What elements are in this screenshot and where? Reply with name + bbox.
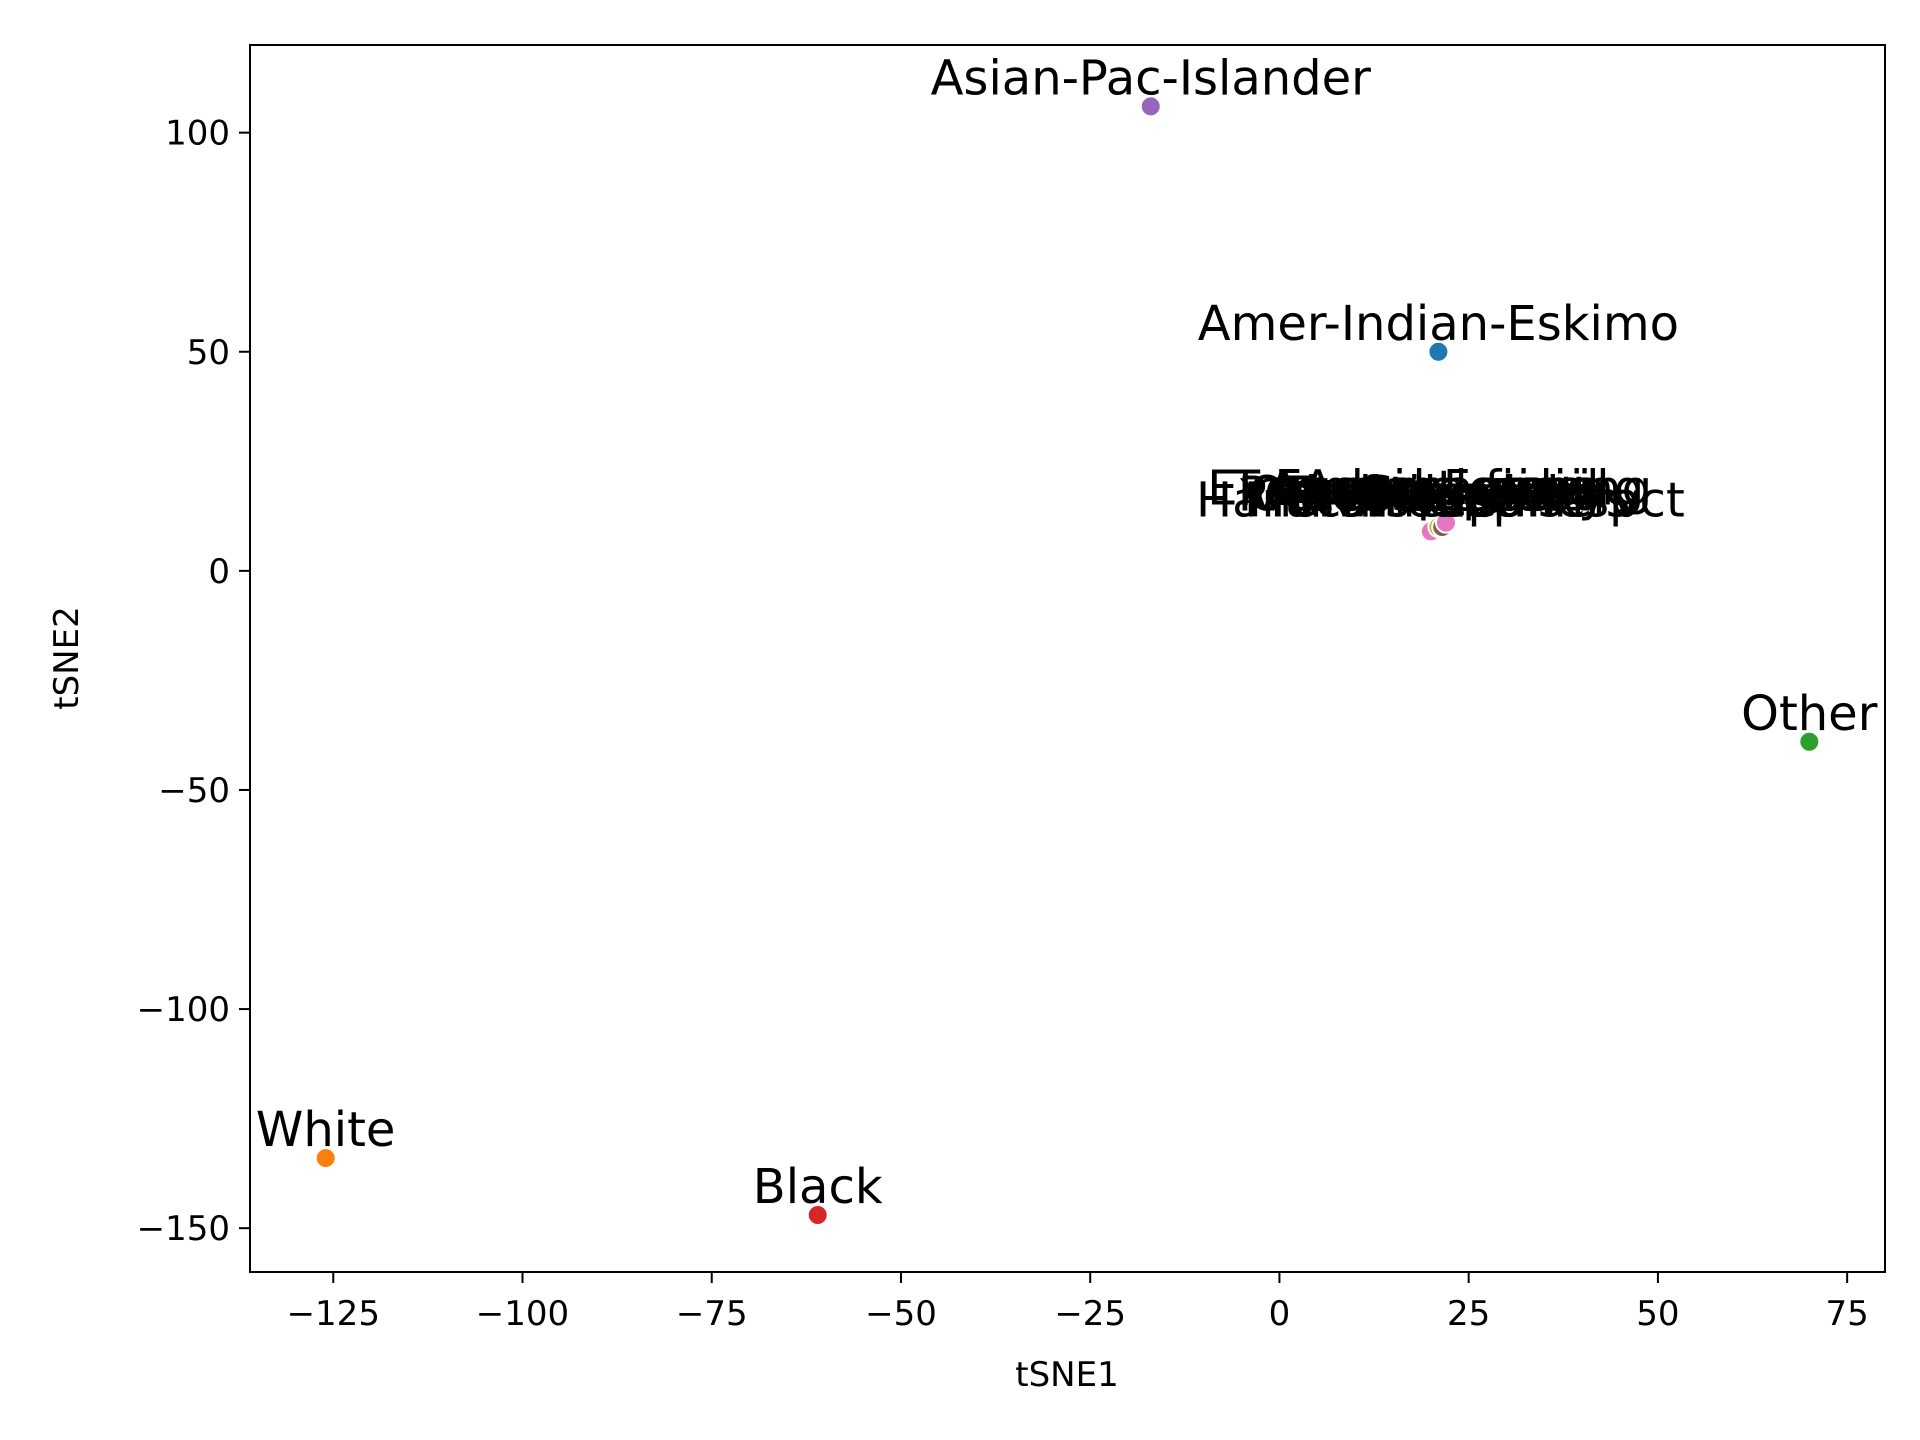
cluster-label: Craft-repair — [1284, 473, 1560, 529]
axis-ticks: −125 −100 −75 −50 −25 0 25 50 75 −150 −100 −50 0 50 10… — [137, 114, 1869, 1334]
x-tick-label: 25 — [1447, 1294, 1490, 1334]
data-point — [314, 1147, 337, 1170]
cluster-label: Prof-specialty — [1284, 467, 1606, 523]
point-label: Amer-Indian-Eskimo — [1198, 296, 1679, 352]
y-axis-title: tSNE2 — [47, 606, 87, 709]
plot-background — [250, 45, 1885, 1272]
point-label: Asian-Pac-Islander — [931, 50, 1372, 106]
x-tick-label: −50 — [865, 1294, 937, 1334]
cluster-label: Protective-serv — [1238, 467, 1599, 523]
x-tick-label: −100 — [476, 1294, 569, 1334]
point-label: Black — [753, 1159, 883, 1215]
data-points — [314, 95, 1821, 1227]
cluster-point — [1434, 511, 1457, 534]
cluster-label: Exec-managerial — [1207, 461, 1609, 517]
point-labels: Asian-Pac-Islander Amer-Indian-Eskimo Othe… — [256, 50, 1878, 1215]
data-point — [806, 1204, 829, 1227]
y-tick-label: −150 — [137, 1209, 230, 1249]
x-tick-label: −75 — [676, 1294, 748, 1334]
data-point — [1139, 95, 1162, 118]
cluster-label: Sales — [1364, 467, 1492, 523]
x-tick-label: −25 — [1054, 1294, 1126, 1334]
point-label: Other — [1741, 686, 1878, 742]
cluster-label: Tech-support — [1281, 467, 1591, 523]
data-point — [1798, 730, 1821, 753]
y-tick-label: 0 — [208, 552, 230, 592]
cluster-label: Farming-fishing — [1275, 461, 1645, 517]
cluster-label: Transport-moving — [1230, 461, 1652, 517]
point-label: White — [256, 1102, 396, 1158]
cluster-label: Machine-op-inspct — [1244, 473, 1685, 529]
y-tick-label: −100 — [137, 990, 230, 1030]
plot-frame — [249, 44, 1886, 1273]
cluster-label: Armed-Forces — [1267, 461, 1598, 517]
x-tick-label: 0 — [1269, 1294, 1291, 1334]
x-axis-title: tSNE1 — [1015, 1355, 1118, 1395]
cluster-label: Adm-clerical — [1301, 461, 1599, 517]
x-tick-label: −125 — [287, 1294, 380, 1334]
y-tick-label: −50 — [158, 771, 230, 811]
cluster-label: Other-service — [1248, 467, 1570, 523]
cluster-label: Handlers-cleaners — [1196, 473, 1631, 529]
data-point — [1427, 340, 1450, 363]
cluster-label: Priv-house-serv — [1270, 473, 1640, 529]
y-tick-label: 100 — [165, 114, 230, 154]
x-tick-label: 75 — [1826, 1294, 1869, 1334]
y-tick-label: 50 — [187, 333, 230, 373]
x-tick-label: 50 — [1636, 1294, 1679, 1334]
